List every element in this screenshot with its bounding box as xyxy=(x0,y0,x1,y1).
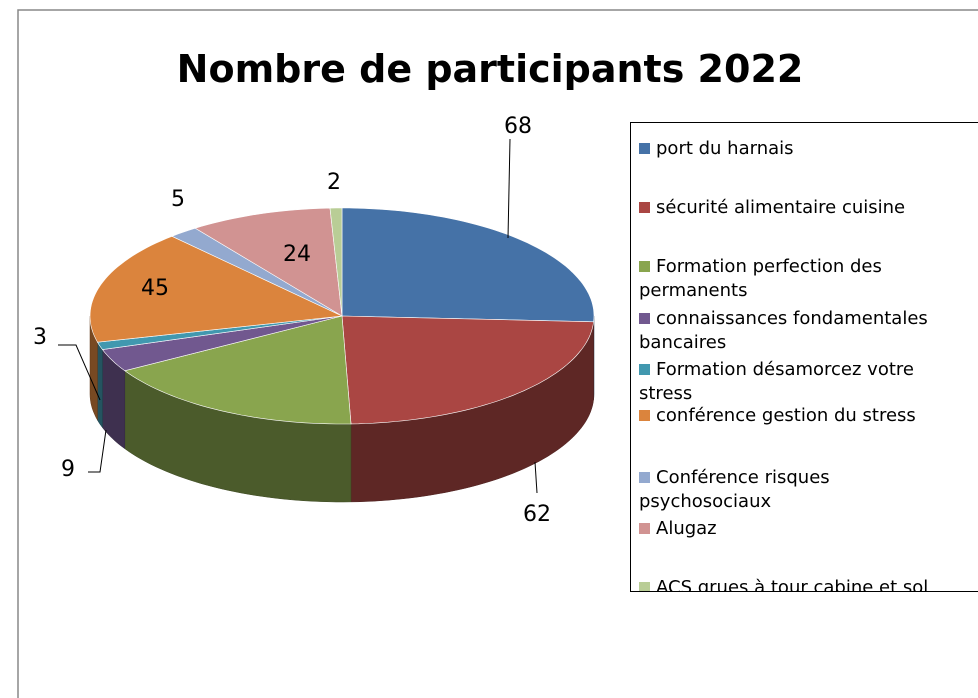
legend-swatch xyxy=(639,202,650,213)
data-label: 62 xyxy=(523,502,551,527)
legend-label: connaissances fondamentales bancaires xyxy=(639,308,928,353)
slice xyxy=(341,207,595,323)
legend-item: Formation désamorcez votre stress xyxy=(639,358,959,406)
data-label: 3 xyxy=(33,325,47,350)
data-label: 68 xyxy=(504,114,532,139)
legend-swatch xyxy=(639,261,650,272)
legend-label: port du harnais xyxy=(656,138,794,159)
legend-item: Alugaz xyxy=(639,517,959,541)
leader-line xyxy=(507,138,511,239)
slice-side xyxy=(97,341,103,429)
legend-item: conférence gestion du stress xyxy=(639,404,959,428)
slice xyxy=(89,235,344,343)
legend-swatch xyxy=(639,472,650,483)
data-label: 9 xyxy=(61,457,75,482)
leader-line xyxy=(88,429,107,473)
legend-item: connaissances fondamentales bancaires xyxy=(639,307,959,355)
legend-label: Formation perfection des permanents xyxy=(639,256,882,301)
legend-swatch xyxy=(639,313,650,324)
slice xyxy=(101,315,343,372)
leader-line xyxy=(58,344,101,401)
legend-label: sécurité alimentaire cuisine xyxy=(656,197,906,218)
legend-label: Formation désamorcez votre stress xyxy=(639,359,914,404)
legend-item: Conférence risques psychosociaux xyxy=(639,466,959,514)
legend-swatch xyxy=(639,410,650,421)
chart-title: Nombre de participants 2022 xyxy=(177,47,804,91)
slice xyxy=(329,207,343,317)
legend-item: sécurité alimentaire cuisine xyxy=(639,196,959,220)
leader-line xyxy=(534,461,538,494)
data-label: 45 xyxy=(141,276,169,301)
slice xyxy=(194,207,343,317)
legend-swatch xyxy=(639,582,650,591)
legend-item: Formation perfection des permanents xyxy=(639,255,959,303)
data-label: 24 xyxy=(283,242,311,267)
legend: port du harnais sécurité alimentaire cuis… xyxy=(630,122,978,592)
legend-label: Alugaz xyxy=(656,518,717,539)
legend-swatch xyxy=(639,143,650,154)
legend-swatch xyxy=(639,523,650,534)
data-label: 5 xyxy=(171,187,185,212)
legend-item: ACS grues à tour cabine et sol xyxy=(639,576,959,592)
slice xyxy=(124,315,352,425)
slice xyxy=(341,315,594,425)
legend-swatch xyxy=(639,364,650,375)
legend-label: Conférence risques psychosociaux xyxy=(639,467,830,512)
data-label: 2 xyxy=(327,170,341,195)
legend-item: port du harnais xyxy=(639,137,959,161)
pie: 68 62 9 3 45 5 24 2 xyxy=(33,114,595,527)
legend-label: conférence gestion du stress xyxy=(656,405,916,426)
legend-label: ACS grues à tour cabine et sol xyxy=(656,577,929,592)
